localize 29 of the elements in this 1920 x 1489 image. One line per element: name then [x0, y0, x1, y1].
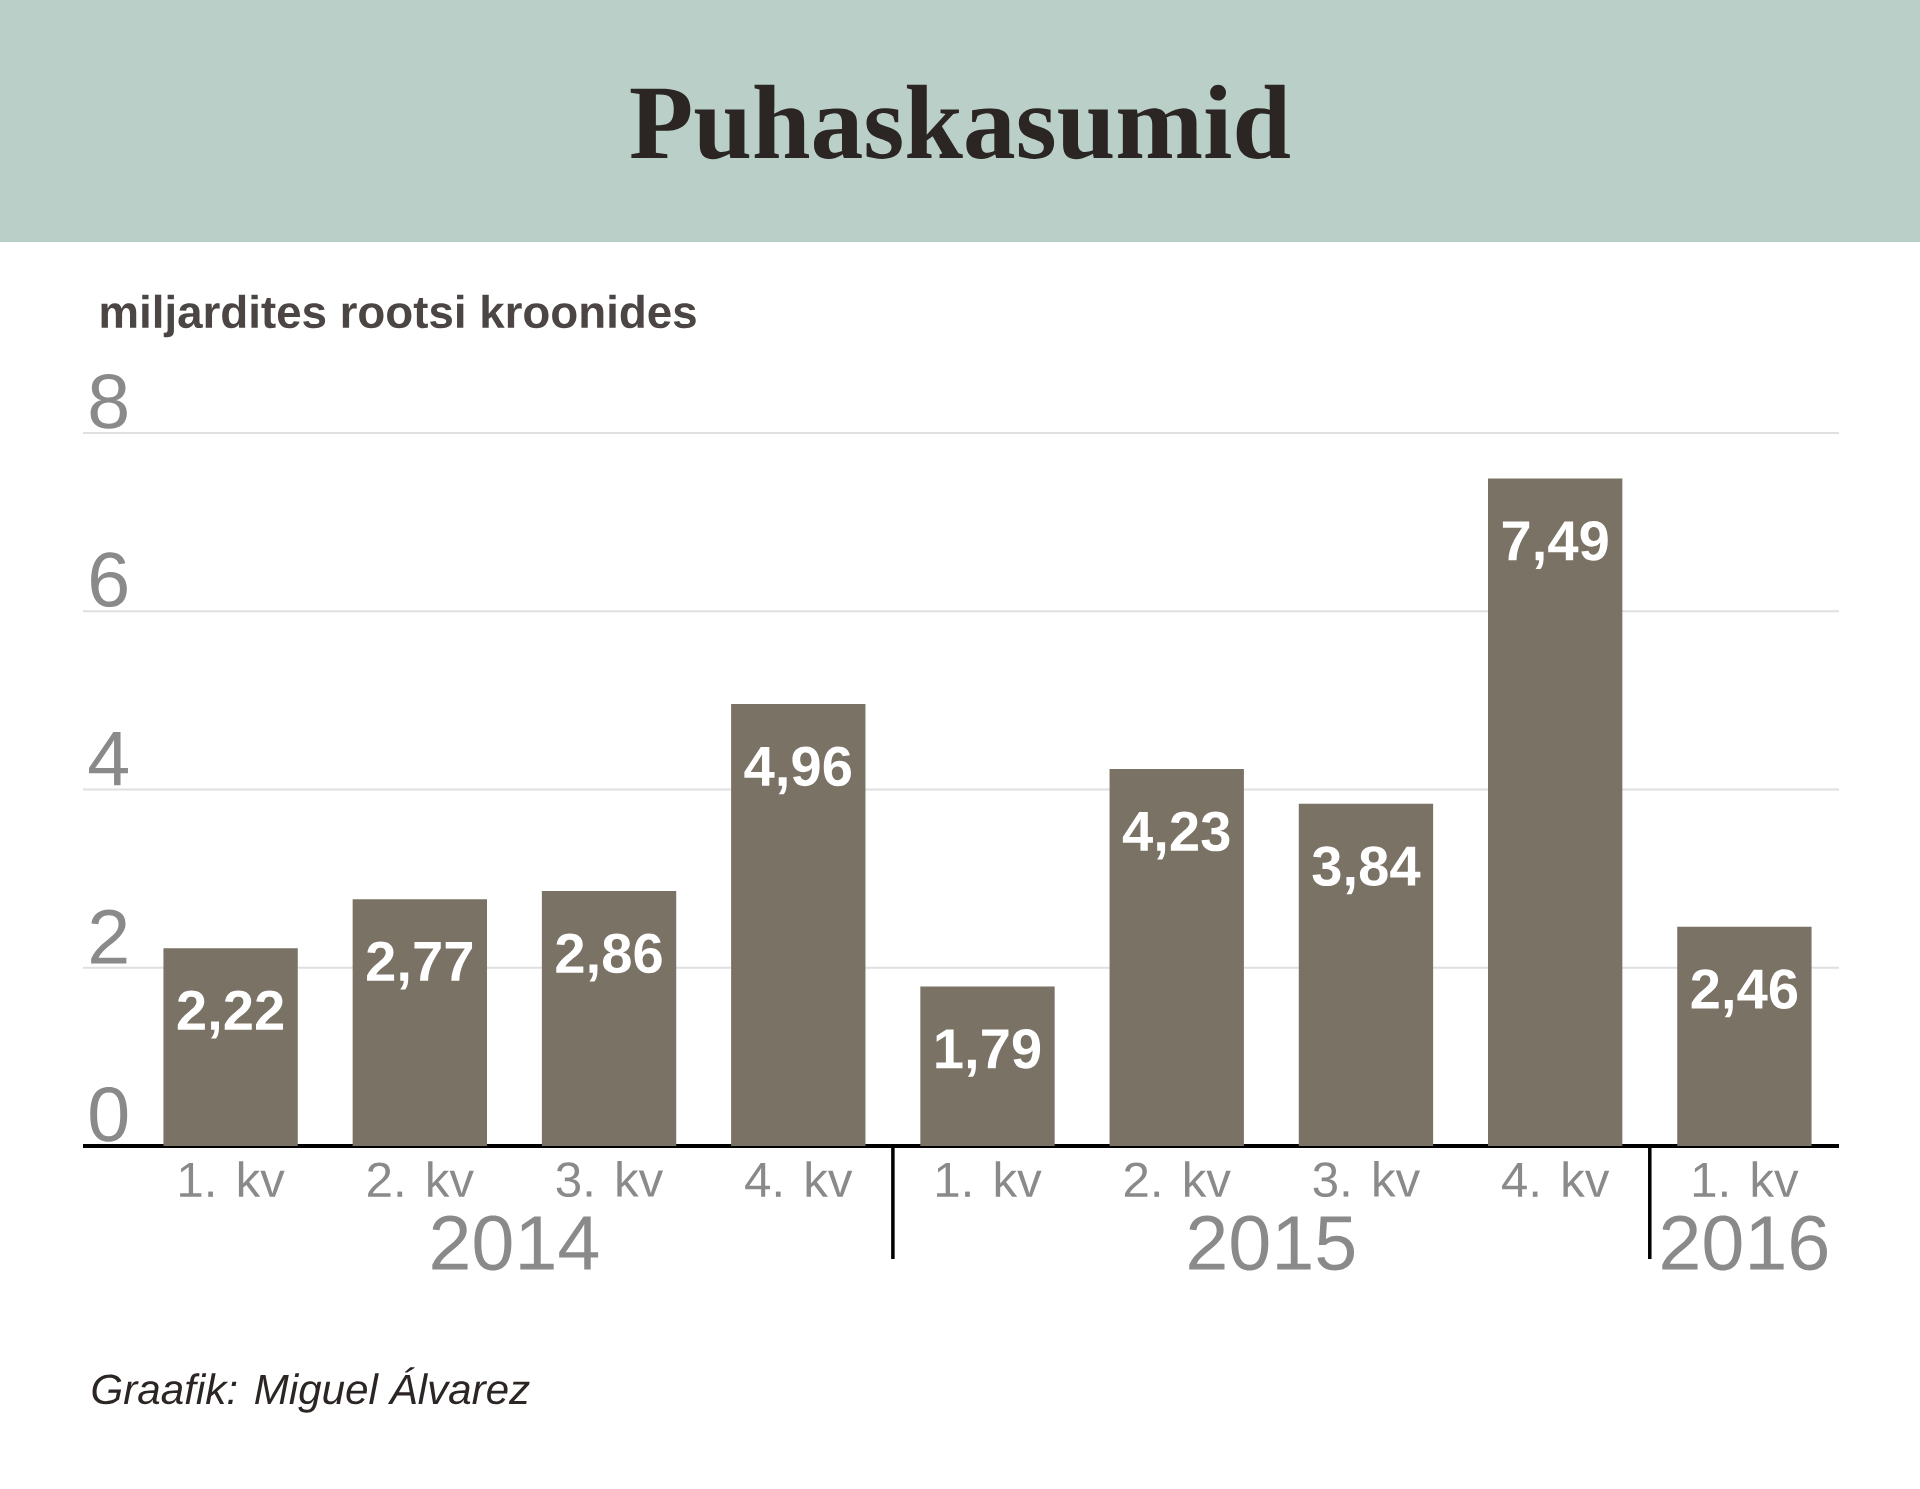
data-label: 7,49: [1502, 520, 1608, 569]
x-tick-label: 2. kv: [1124, 1161, 1231, 1197]
data-label: 2,86: [556, 933, 662, 982]
x-tick-label: 1. kv: [1693, 1161, 1799, 1197]
y-tick-label: 8: [90, 374, 127, 429]
text: 2015: [1189, 1215, 1355, 1271]
y-axis-title: miljardites rootsi kroonides: [101, 294, 696, 338]
y-tick-label: 2: [91, 909, 127, 964]
y-tick-label: 4: [88, 732, 128, 786]
x-tick-label: 4. kv: [1502, 1161, 1610, 1197]
x-tick-label: 3. kv: [1313, 1160, 1420, 1198]
data-label: 1,79: [936, 1028, 1041, 1077]
y-tick-label: 0: [90, 1087, 128, 1142]
x-tick-label: 4. kv: [745, 1161, 853, 1197]
data-label: 4,23: [1122, 811, 1230, 860]
data-label: 2,46: [1691, 969, 1798, 1018]
x-tick-label: 3. kv: [556, 1160, 664, 1198]
data-label: 4,96: [744, 746, 851, 795]
text: Graafik: Miguel Álvarez: [92, 1367, 530, 1413]
data-label: 2,77: [367, 941, 473, 990]
data-label: 2,22: [177, 990, 284, 1039]
text: 2016: [1662, 1215, 1827, 1271]
chart-title: Puhaskasumid: [630, 84, 1290, 160]
y-tick-label: 6: [91, 552, 127, 608]
text: 2014: [432, 1215, 599, 1271]
x-tick-label: 1. kv: [180, 1161, 285, 1197]
data-label: 3,84: [1312, 846, 1421, 895]
x-tick-label: 1. kv: [937, 1161, 1042, 1197]
x-tick-label: 2. kv: [368, 1161, 474, 1197]
